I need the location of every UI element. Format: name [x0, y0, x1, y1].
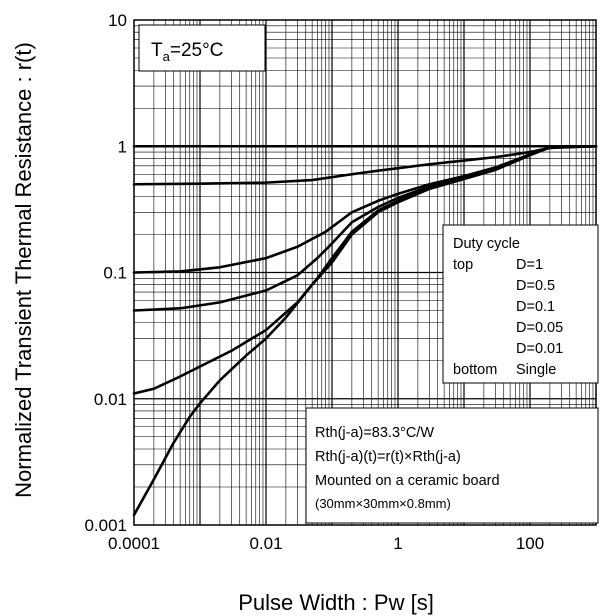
series-line-5	[132, 144, 598, 517]
info-mounting: Mounted on a ceramic board	[315, 473, 500, 489]
info-rth-formula: Rth(j-a)(t)=r(t)×Rth(j-a)	[315, 449, 461, 465]
legend-position-top: top	[453, 257, 473, 273]
series-line-1	[132, 144, 598, 186]
info-board-size: (30mm×30mm×0.8mm)	[315, 496, 451, 511]
legend-entry-d001: D=0.01	[516, 341, 563, 357]
legend-title: Duty cycle	[453, 236, 520, 252]
legend: Duty cycle top D=1 D=0.5 D=0.1 D=0.05 D=…	[442, 224, 599, 384]
x-tick-label: 100	[516, 534, 544, 553]
info-rth-value: Rth(j-a)=83.3°C/W	[315, 425, 434, 441]
legend-box	[442, 224, 599, 384]
legend-entry-d1: D=1	[516, 257, 543, 273]
legend-entry-single: Single	[516, 362, 556, 378]
y-tick-label: 10	[108, 11, 127, 30]
legend-position-bottom: bottom	[453, 362, 497, 378]
tick-labels: 0.0001 0.01 1 100 0.001 0.01 0.1 1 10	[84, 11, 544, 553]
y-axis-title: Normalized Transient Thermal Resistance …	[11, 42, 36, 498]
legend-entry-d01: D=0.1	[516, 299, 555, 315]
ambient-temperature-box: Ta=25°C	[138, 24, 266, 72]
legend-entry-d005: D=0.05	[516, 320, 563, 336]
ambient-temperature-label: Ta=25°C	[151, 40, 223, 64]
y-tick-label: 0.01	[94, 390, 127, 409]
x-tick-label: 1	[393, 534, 402, 553]
y-tick-label: 1	[118, 137, 127, 156]
x-axis-title: Pulse Width : Pw [s]	[238, 590, 434, 615]
y-tick-label: 0.1	[103, 264, 127, 283]
y-tick-label: 0.001	[84, 516, 127, 535]
info-box-frame	[305, 407, 599, 524]
x-tick-label: 0.0001	[108, 534, 160, 553]
series-lines	[132, 144, 598, 517]
legend-entry-d05: D=0.5	[516, 278, 555, 294]
x-tick-label: 0.01	[249, 534, 282, 553]
info-box: Rth(j-a)=83.3°C/W Rth(j-a)(t)=r(t)×Rth(j…	[305, 407, 599, 524]
ambient-box-frame	[138, 24, 266, 72]
